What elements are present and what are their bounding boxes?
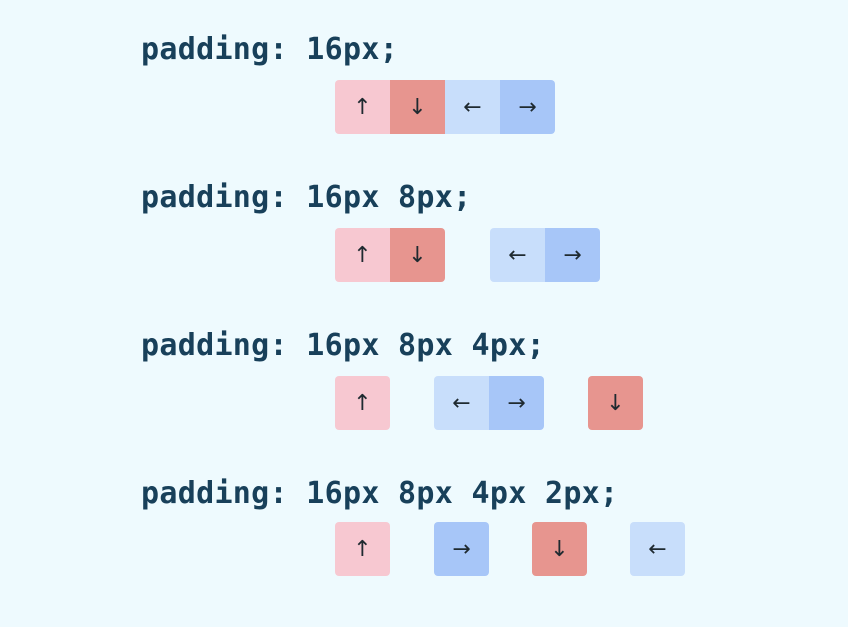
code-line-2: padding: 16px 8px; [141, 180, 472, 215]
box-group-horizontal: ← → [434, 376, 544, 430]
arrow-right-icon: → [507, 390, 526, 416]
padding-top-box: ↑ [335, 522, 390, 576]
padding-bottom-box: ↓ [390, 80, 445, 134]
arrow-left-icon: ← [463, 94, 482, 120]
padding-bottom-box: ↓ [390, 228, 445, 282]
padding-right-box: → [545, 228, 600, 282]
padding-left-box: ← [445, 80, 500, 134]
box-group-top: ↑ [335, 376, 390, 430]
box-group-top: ↑ [335, 522, 390, 576]
arrow-down-icon: ↓ [550, 536, 569, 562]
arrow-left-icon: ← [648, 536, 667, 562]
arrow-right-icon: → [563, 242, 582, 268]
box-group-left: ← [630, 522, 685, 576]
code-line-4: padding: 16px 8px 4px 2px; [141, 476, 619, 511]
padding-top-box: ↑ [335, 228, 390, 282]
padding-right-box: → [489, 376, 544, 430]
padding-bottom-box: ↓ [532, 522, 587, 576]
arrow-up-icon: ↑ [353, 536, 372, 562]
arrow-down-icon: ↓ [408, 242, 427, 268]
padding-right-box: → [500, 80, 555, 134]
box-group-right: → [434, 522, 489, 576]
padding-top-box: ↑ [335, 376, 390, 430]
arrow-left-icon: ← [452, 390, 471, 416]
arrow-right-icon: → [518, 94, 537, 120]
arrow-down-icon: ↓ [408, 94, 427, 120]
arrow-up-icon: ↑ [353, 242, 372, 268]
padding-right-box: → [434, 522, 489, 576]
padding-top-box: ↑ [335, 80, 390, 134]
padding-bottom-box: ↓ [588, 376, 643, 430]
padding-left-box: ← [490, 228, 545, 282]
box-group-bottom: ↓ [588, 376, 643, 430]
arrow-up-icon: ↑ [353, 390, 372, 416]
padding-left-box: ← [630, 522, 685, 576]
box-group-all-sides: ↑ ↓ ← → [335, 80, 555, 134]
code-line-1: padding: 16px; [141, 32, 399, 67]
padding-left-box: ← [434, 376, 489, 430]
box-group-vertical: ↑ ↓ [335, 228, 445, 282]
box-group-horizontal: ← → [490, 228, 600, 282]
arrow-left-icon: ← [508, 242, 527, 268]
arrow-down-icon: ↓ [606, 390, 625, 416]
code-line-3: padding: 16px 8px 4px; [141, 328, 545, 363]
arrow-right-icon: → [452, 536, 471, 562]
arrow-up-icon: ↑ [353, 94, 372, 120]
box-group-bottom: ↓ [532, 522, 587, 576]
